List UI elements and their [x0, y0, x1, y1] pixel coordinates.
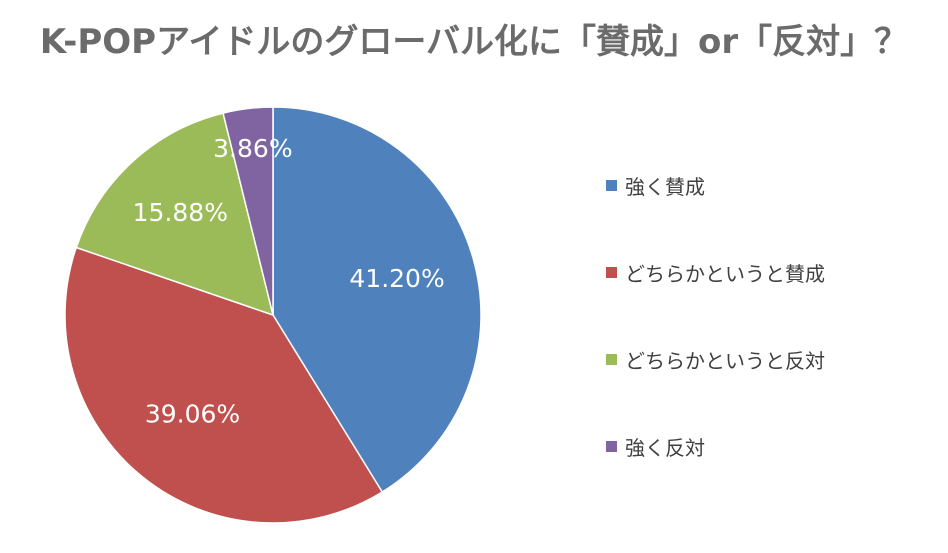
legend-swatch-3 [606, 353, 617, 365]
legend-item-2: どちらかというと賛成 [606, 257, 825, 287]
data-label-1: 41.20% [349, 264, 444, 293]
pie-slice-2 [64, 246, 384, 524]
legend-swatch-2 [606, 266, 617, 278]
pie-slice-1 [272, 106, 482, 494]
data-label-3: 15.88% [133, 198, 228, 227]
legend-item-4: 強く反対 [606, 431, 705, 461]
chart-title: K-POPアイドルのグローバル化に「賛成」or「反対」？ [39, 22, 909, 62]
data-label-2: 39.06% [145, 400, 240, 429]
legend-label-1: 強く賛成 [625, 174, 705, 199]
legend-item-1: 強く賛成 [606, 170, 705, 200]
legend-label-2: どちらかというと賛成 [625, 261, 825, 286]
data-label-4: 3.86% [213, 134, 292, 163]
legend-label-4: 強く反対 [625, 435, 705, 460]
legend-label-3: どちらかというと反対 [625, 348, 825, 373]
legend-swatch-1 [606, 179, 617, 191]
pie-slice-3 [75, 112, 275, 317]
legend-item-3: どちらかというと反対 [606, 344, 825, 374]
pie-slice-4 [222, 106, 274, 316]
legend-swatch-4 [606, 440, 617, 452]
